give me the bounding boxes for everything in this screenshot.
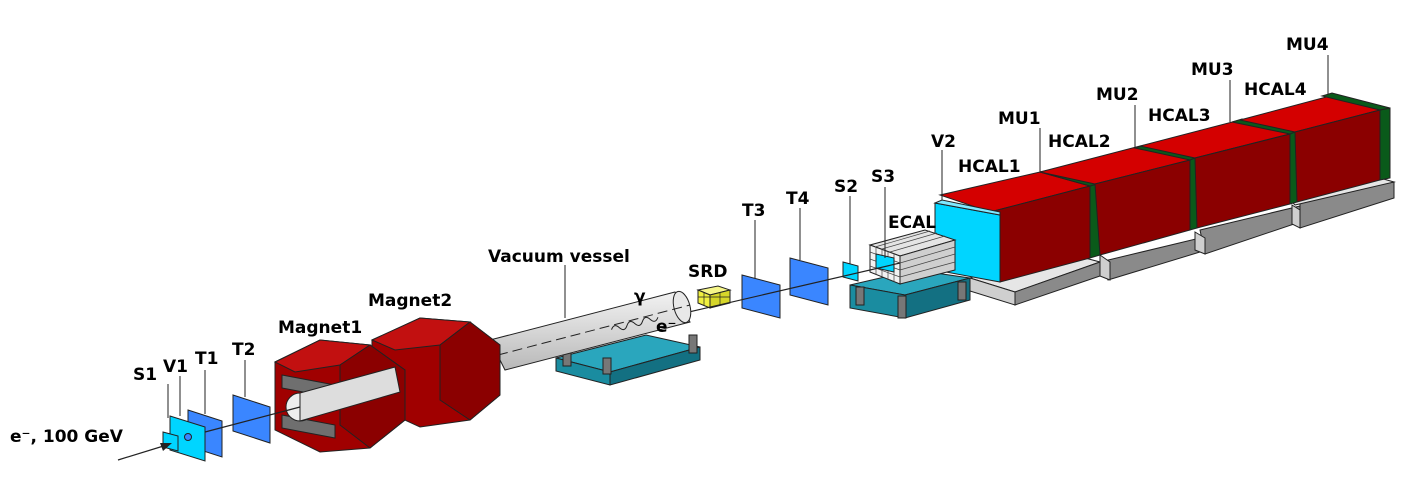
hcal-supports: [968, 177, 1396, 306]
label-hcal2: HCAL2: [1048, 132, 1111, 152]
label-mu1: MU1: [998, 109, 1041, 129]
magnet1: [273, 339, 406, 453]
hcal-modules: [938, 92, 1391, 283]
label-s2: S2: [834, 177, 858, 197]
label-t4: T4: [786, 189, 810, 209]
label-t2: T2: [232, 340, 255, 360]
label-hcal4: HCAL4: [1244, 80, 1307, 100]
label-v2: V2: [931, 132, 956, 152]
incoming-beam-arrow: [117, 443, 172, 461]
ecal-stand: [849, 269, 971, 319]
label-mu3: MU3: [1191, 60, 1234, 80]
label-s3: S3: [871, 167, 895, 187]
label-t3: T3: [742, 201, 765, 221]
label-hcal1: HCAL1: [958, 157, 1021, 177]
srd: [696, 285, 732, 309]
label-electron: e⁻: [656, 317, 677, 337]
label-s1: S1: [133, 365, 157, 385]
label-magnet1: Magnet1: [278, 318, 362, 338]
label-mu2: MU2: [1096, 85, 1139, 105]
label-t1: T1: [195, 349, 218, 369]
label-gamma: γ: [634, 287, 646, 307]
label-vacuum-vessel: Vacuum vessel: [488, 247, 630, 267]
t2-counter: [232, 394, 271, 444]
s2-counter: [842, 261, 859, 282]
label-ecal: ECAL: [888, 213, 936, 233]
label-mu4: MU4: [1286, 35, 1329, 55]
label-v1: V1: [163, 357, 188, 377]
t4-counter: [789, 257, 829, 306]
ecal: [868, 229, 957, 285]
vacuum-vessel: [489, 290, 692, 371]
leader-lines: [167, 55, 1329, 418]
t3-counter: [741, 274, 781, 319]
label-hcal3: HCAL3: [1148, 106, 1211, 126]
label-srd: SRD: [688, 262, 727, 282]
beam-label: e⁻, 100 GeV: [10, 427, 124, 447]
label-magnet2: Magnet2: [368, 291, 452, 311]
